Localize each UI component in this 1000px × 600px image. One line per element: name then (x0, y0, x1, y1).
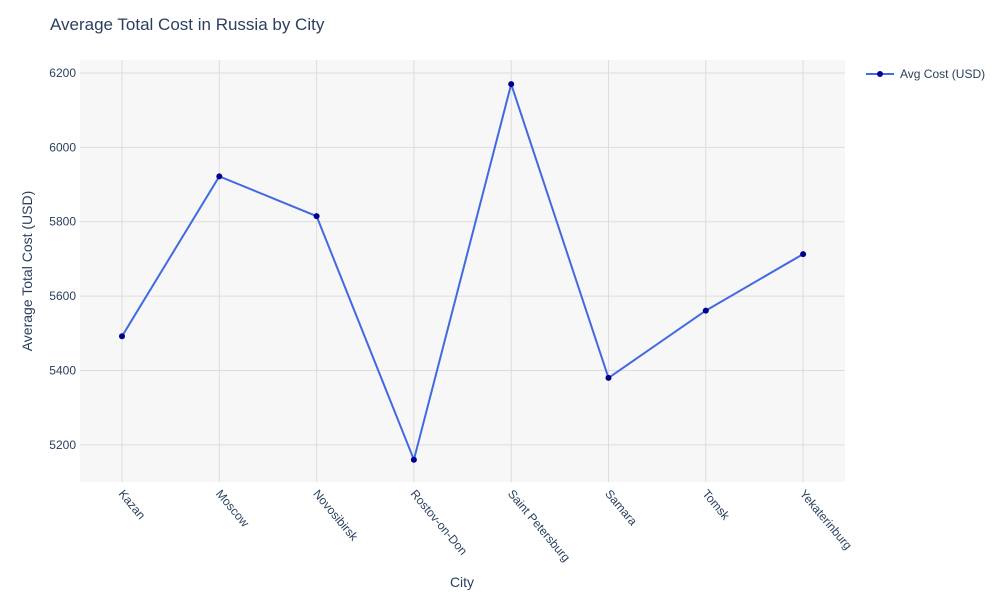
x-tick-label: Tomsk (700, 487, 734, 523)
data-point-samara[interactable] (605, 374, 612, 381)
x-tick-label: Saint Petersburg (505, 487, 573, 564)
data-point-rostov-on-don[interactable] (410, 456, 417, 463)
data-point-moscow[interactable] (216, 173, 223, 180)
y-tick-label: 6200 (49, 66, 76, 80)
x-tick-label: Rostov-on-Don (408, 487, 471, 558)
x-tick-label: Samara (602, 487, 640, 528)
x-axis-title: City (450, 574, 474, 590)
data-point-yekaterinburg[interactable] (800, 251, 807, 258)
data-point-saint-petersburg[interactable] (508, 81, 515, 88)
y-tick-label: 6000 (49, 140, 76, 154)
y-tick-label: 5600 (49, 289, 76, 303)
series-layer (119, 80, 807, 463)
y-axis-title: Average Total Cost (USD) (19, 191, 35, 352)
x-tick-label: Moscow (213, 487, 252, 530)
data-point-tomsk[interactable] (702, 307, 709, 314)
series-line (121, 80, 804, 463)
y-tick-labels: 5200 5400 5600 5800 6000 6200 (49, 66, 76, 452)
data-point-novosibirsk[interactable] (313, 213, 320, 220)
legend-marker-swatch (877, 71, 883, 77)
x-gridlines (121, 60, 804, 482)
x-tick-labels: Kazan Moscow Novosibirsk Rostov-on-Don Saint… (116, 487, 855, 564)
y-tick-label: 5800 (49, 215, 76, 229)
y-tick-label: 5400 (49, 363, 76, 377)
y-tick-label: 5200 (49, 438, 76, 452)
legend-label: Avg Cost (USD) (900, 67, 985, 81)
y-gridlines (80, 72, 845, 446)
x-tick-label: Novosibirsk (310, 487, 361, 544)
data-point-kazan[interactable] (119, 333, 125, 340)
x-tick-label: Kazan (116, 487, 149, 522)
legend[interactable]: Avg Cost (USD) (866, 67, 985, 81)
x-tick-label: Yekaterinburg (797, 487, 855, 552)
chart-title: Average Total Cost in Russia by City (50, 15, 325, 34)
